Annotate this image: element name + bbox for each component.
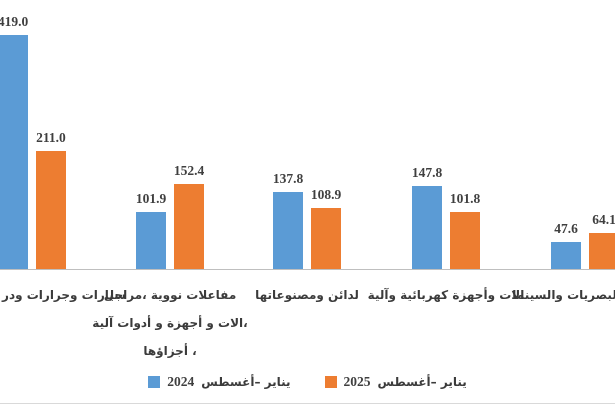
bar-2025-cat4 [450,212,480,269]
category-label-line: ، أجزاؤها [143,344,197,358]
x-axis-line [0,269,615,270]
legend-year-2025: 2025 [343,374,371,389]
bar-2024-cat2 [136,212,166,269]
value-label-2024-cat4: 147.8 [411,165,443,180]
category-label-line: ،الات و أجهزة و أدوات آلية [92,316,248,330]
legend-label-2024: يناير –أغسطس [201,375,291,389]
bar-2024-cat3 [273,192,303,269]
category-label-3: لدائن ومصنوعاتها [157,281,457,309]
value-label-2024-cat5: 47.6 [554,221,578,236]
legend-item-2024: 2024 يناير –أغسطس [148,374,291,390]
value-label-2024-cat1: 419.0 [0,14,29,29]
chart-bottom-border [0,403,615,404]
bar-2024-cat1 [0,35,28,269]
legend-label-2025: يناير –أغسطس [377,375,467,389]
bar-2025-cat2 [174,184,204,269]
category-label-2: مفاعلات نووية ،مراجل ،الات و أجهزة و أدوا… [20,281,320,365]
value-label-2024-cat2: 101.9 [135,191,167,206]
category-label-5: للبصريات والسينما [417,281,615,309]
bar-2025-cat1 [36,151,66,269]
category-label-1: سيارات وجرارات ودر [0,281,214,309]
category-label-line: الات وأجهزة كهربائية وآلية [367,288,525,302]
bar-2025-cat5 [589,233,615,269]
legend: 2024 يناير –أغسطس 2025 يناير –أغسطس [0,370,615,394]
legend-swatch-2024 [148,376,161,388]
category-label-line: سيارات وجرارات ودر [2,288,126,302]
bar-2024-cat5 [551,242,581,269]
category-label-line: مفاعلات نووية ،مراجل [103,288,237,302]
value-label-2025-cat2: 152.4 [173,163,205,178]
value-label-2025-cat1: 211.0 [36,130,66,145]
legend-year-2024: 2024 [167,374,195,389]
value-label-2024-cat3: 137.8 [272,171,304,186]
category-label-line: للبصريات والسينما [512,288,615,302]
bar-2024-cat4 [412,186,442,269]
value-label-2025-cat4: 101.8 [449,191,481,206]
category-label-line: لدائن ومصنوعاتها [255,288,359,302]
legend-swatch-2025 [324,376,337,388]
value-label-2025-cat5: 64.1 [592,212,615,227]
bar-2025-cat3 [311,208,341,269]
legend-item-2025: 2025 يناير –أغسطس [324,374,467,390]
category-label-4: الات وأجهزة كهربائية وآلية [296,281,596,309]
value-label-2025-cat3: 108.9 [310,187,342,202]
